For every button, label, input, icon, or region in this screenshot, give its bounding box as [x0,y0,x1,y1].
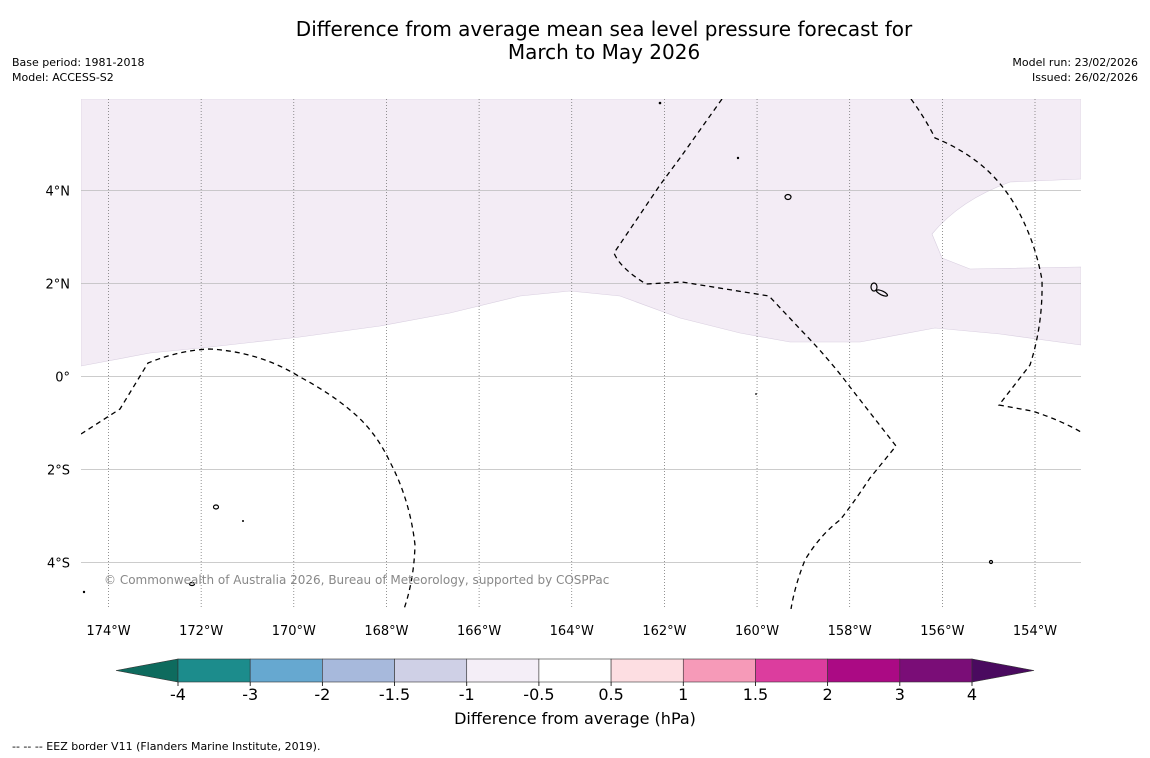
island [870,282,878,292]
eez-legend-note: -- -- -- EEZ border V11 (Flanders Marine… [12,740,321,753]
latitude-label: 4°N [46,185,71,200]
colorbar-swatch [827,658,901,683]
meta-right: Model run: 23/02/2026 Issued: 26/02/2026 [1012,55,1138,85]
colorbar-swatch [899,658,973,683]
islet [755,393,757,395]
longitude-label: 164°W [550,624,594,639]
islands [188,193,994,587]
longitude-label: 154°W [1013,624,1057,639]
islet [736,156,740,160]
anomaly-shaded-region [81,99,1081,367]
longitude-label: 172°W [179,624,223,639]
longitude-label: 156°W [920,624,964,639]
island [188,581,196,587]
title-line-1: Difference from average mean sea level p… [295,17,913,41]
islet [242,520,244,522]
island [212,504,220,510]
island [784,193,792,201]
colorbar-low-extend [115,658,179,683]
colorbar-tick-label: -4 [170,685,186,704]
colorbar-swatch [177,658,251,683]
colorbar-tick-label: 4 [967,685,977,704]
latitude-labels: 4°N 2°N 0° 2°S 4°S [46,185,71,572]
colorbar-swatch [755,658,828,683]
colorbar-swatch [394,658,468,683]
island [988,559,994,565]
latitude-label: 0° [55,371,70,386]
colorbar-swatch [466,658,540,683]
colorbar-tick-label: -2 [314,685,330,704]
longitude-label: 170°W [272,624,316,639]
islet [658,101,662,105]
colorbar-tick-label: 0.5 [598,685,623,704]
colorbar-tick-label: -1 [459,685,475,704]
eez-border-central [613,99,897,609]
colorbar-tick-label: 3 [895,685,905,704]
meta-left: Base period: 1981-2018 Model: ACCESS-S2 [12,55,144,85]
colorbar-swatch [322,658,395,683]
island [875,289,889,297]
latitude-label: 2°S [47,464,70,479]
colorbar-swatch [610,658,684,683]
colorbar-tick-label: 2 [823,685,833,704]
colorbar-swatch [538,658,612,683]
map-plot-area [81,99,1081,609]
model-run: Model run: 23/02/2026 [1012,56,1138,69]
colorbar-swatch [682,658,756,683]
islet [82,590,86,594]
colorbar-tick-label: -1.5 [379,685,410,704]
latitude-label: 2°N [46,278,71,293]
islets [82,101,757,594]
colorbar [115,658,1035,683]
colorbar-tick-label: -3 [242,685,258,704]
colorbar-tick-label: -0.5 [523,685,554,704]
colorbar-swatch [249,658,323,683]
graticule [81,99,1081,609]
longitude-labels: 174°W 172°W 170°W 168°W 166°W 164°W 162°W 160°W… [86,624,1057,639]
longitude-label: 168°W [364,624,408,639]
longitude-label: 158°W [828,624,872,639]
eez-border-east [910,99,1081,433]
eez-borders [81,99,1081,609]
colorbar-tick-label: 1 [678,685,688,704]
map-title: Difference from average mean sea level p… [0,18,1150,64]
eez-border-west [81,348,416,609]
longitude-label: 160°W [735,624,779,639]
longitude-label: 166°W [457,624,501,639]
colorbar-label: Difference from average (hPa) [454,709,696,728]
base-period: Base period: 1981-2018 [12,56,145,69]
copyright-notice: © Commonwealth of Australia 2026, Bureau… [104,573,610,587]
issued-date: Issued: 26/02/2026 [1031,71,1138,84]
colorbar-tick-label: 1.5 [743,685,768,704]
longitude-label: 174°W [86,624,130,639]
colorbar-tick-labels: -4 -3 -2 -1.5 -1 -0.5 0.5 1 1.5 2 3 4 [170,682,977,704]
title-line-2: March to May 2026 [507,40,701,64]
model-name: Model: ACCESS-S2 [12,71,114,84]
colorbar-high-extend [971,658,1035,683]
latitude-label: 4°S [47,557,70,572]
longitude-label: 162°W [642,624,686,639]
